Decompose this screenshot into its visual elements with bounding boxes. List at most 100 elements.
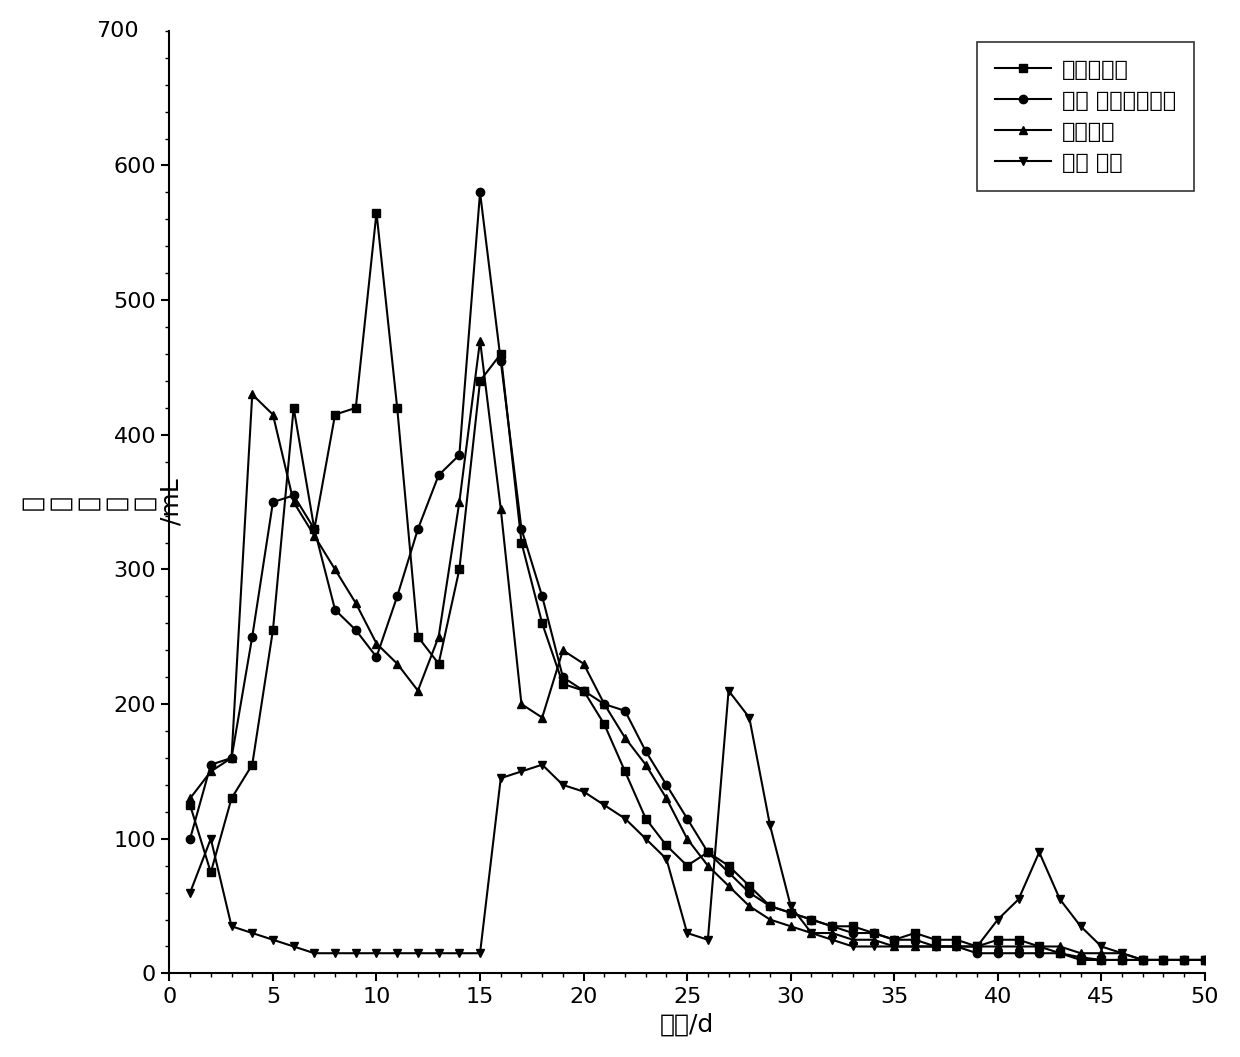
未预 处理 (1198, 953, 1213, 966)
餐厕沼液 (1115, 947, 1130, 960)
餐厕沼液 (658, 792, 673, 804)
未预 处理 (472, 947, 487, 960)
餐厕沼液 (639, 758, 653, 771)
未预 处理 (244, 927, 259, 940)
纯秸秆沼液 (348, 402, 363, 414)
猪糪 秸秆混合沼液 (451, 448, 466, 461)
餐厕沼液 (370, 637, 384, 650)
猪糪 秸秆混合沼液 (970, 947, 985, 960)
纯秸秆沼液 (1073, 953, 1087, 966)
未预 处理 (1073, 920, 1087, 932)
餐厕沼液 (182, 792, 197, 804)
猪糪 秸秆混合沼液 (224, 752, 239, 764)
纯秸秆沼液 (182, 799, 197, 812)
餐厕沼液 (1073, 947, 1087, 960)
餐厕沼液 (680, 833, 694, 846)
猪糪 秸秆混合沼液 (784, 907, 799, 920)
未预 处理 (742, 711, 756, 724)
猪糪 秸秆混合沼液 (577, 684, 591, 697)
猪糪 秸秆混合沼液 (991, 947, 1006, 960)
未预 处理 (596, 799, 611, 812)
猪糪 秸秆混合沼液 (494, 354, 508, 367)
Text: 700: 700 (95, 21, 139, 41)
Line: 未预 处理: 未预 处理 (186, 686, 1209, 964)
纯秸秆沼液 (1032, 940, 1047, 952)
未预 处理 (265, 933, 280, 946)
纯秸秆沼液 (370, 206, 384, 219)
纯秸秆沼液 (763, 900, 777, 912)
未预 处理 (370, 947, 384, 960)
纯秸秆沼液 (1136, 953, 1151, 966)
纯秸秆沼液 (929, 933, 944, 946)
未预 处理 (1177, 953, 1192, 966)
未预 处理 (825, 933, 839, 946)
猪糪 秸秆混合沼液 (949, 940, 963, 952)
餐厕沼液 (515, 698, 529, 710)
猪糪 秸秆混合沼液 (846, 927, 861, 940)
纯秸秆沼液 (308, 523, 322, 536)
Line: 猪糪 秸秆混合沼液: 猪糪 秸秆混合沼液 (186, 188, 1209, 964)
猪糪 秸秆混合沼液 (472, 186, 487, 199)
猪糪 秸秆混合沼液 (763, 900, 777, 912)
纯秸秆沼液 (846, 920, 861, 932)
未预 处理 (182, 886, 197, 898)
猪糪 秸秆混合沼液 (639, 745, 653, 758)
猪糪 秸秆混合沼液 (556, 671, 570, 684)
未预 处理 (224, 920, 239, 932)
餐厕沼液 (722, 879, 737, 892)
餐厕沼液 (265, 408, 280, 421)
纯秸秆沼液 (866, 927, 880, 940)
纯秸秆沼液 (742, 879, 756, 892)
餐厕沼液 (577, 657, 591, 670)
未预 处理 (929, 940, 944, 952)
餐厕沼液 (742, 900, 756, 912)
猪糪 秸秆混合沼液 (618, 705, 632, 718)
餐厕沼液 (866, 933, 880, 946)
未预 处理 (949, 940, 963, 952)
餐厕沼液 (534, 711, 549, 724)
餐厕沼液 (1094, 947, 1109, 960)
未预 处理 (658, 853, 673, 866)
纯秸秆沼液 (577, 684, 591, 697)
Legend: 纯秸秆沼液, 猪糪 秸秆混合沼液, 餐厕沼液, 未预 处理: 纯秸秆沼液, 猪糪 秸秆混合沼液, 餐厕沼液, 未预 处理 (977, 42, 1194, 191)
未预 处理 (1032, 846, 1047, 858)
猪糪 秸秆混合沼液 (308, 523, 322, 536)
未预 处理 (1136, 953, 1151, 966)
未预 处理 (1011, 893, 1025, 906)
餐厕沼液 (701, 859, 715, 872)
猪糪 秸秆混合沼液 (1136, 953, 1151, 966)
未预 处理 (908, 940, 923, 952)
纯秸秆沼液 (286, 402, 301, 414)
纯秸秆沼液 (1156, 953, 1171, 966)
猪糪 秸秆混合沼液 (887, 933, 901, 946)
餐厕沼液 (596, 698, 611, 710)
猪糪 秸秆混合沼液 (182, 833, 197, 846)
未预 处理 (203, 833, 218, 846)
纯秸秆沼液 (1011, 933, 1025, 946)
猪糪 秸秆混合沼液 (658, 779, 673, 792)
Line: 餐厕沼液: 餐厕沼液 (186, 336, 1209, 964)
猪糪 秸秆混合沼液 (1198, 953, 1213, 966)
餐厕沼液 (1198, 953, 1213, 966)
纯秸秆沼液 (432, 657, 446, 670)
未预 处理 (991, 913, 1006, 926)
未预 处理 (1094, 940, 1109, 952)
猪糪 秸秆混合沼液 (908, 933, 923, 946)
Line: 纯秸秆沼液: 纯秸秆沼液 (186, 208, 1209, 964)
餐厕沼液 (472, 334, 487, 347)
餐厕沼液 (203, 765, 218, 778)
餐厕沼液 (224, 752, 239, 764)
纯秸秆沼液 (494, 348, 508, 360)
猪糪 秸秆混合沼液 (722, 866, 737, 878)
餐厕沼液 (949, 940, 963, 952)
猪糪 秸秆混合沼液 (265, 496, 280, 508)
未预 处理 (1053, 893, 1068, 906)
猪糪 秸秆混合沼液 (515, 523, 529, 536)
未预 处理 (494, 772, 508, 784)
猪糪 秸秆混合沼液 (534, 590, 549, 602)
猪糪 秸秆混合沼液 (1156, 953, 1171, 966)
纯秸秆沼液 (991, 933, 1006, 946)
纯秸秆沼液 (410, 630, 425, 643)
猪糪 秸秆混合沼液 (203, 758, 218, 771)
纯秸秆沼液 (1115, 953, 1130, 966)
